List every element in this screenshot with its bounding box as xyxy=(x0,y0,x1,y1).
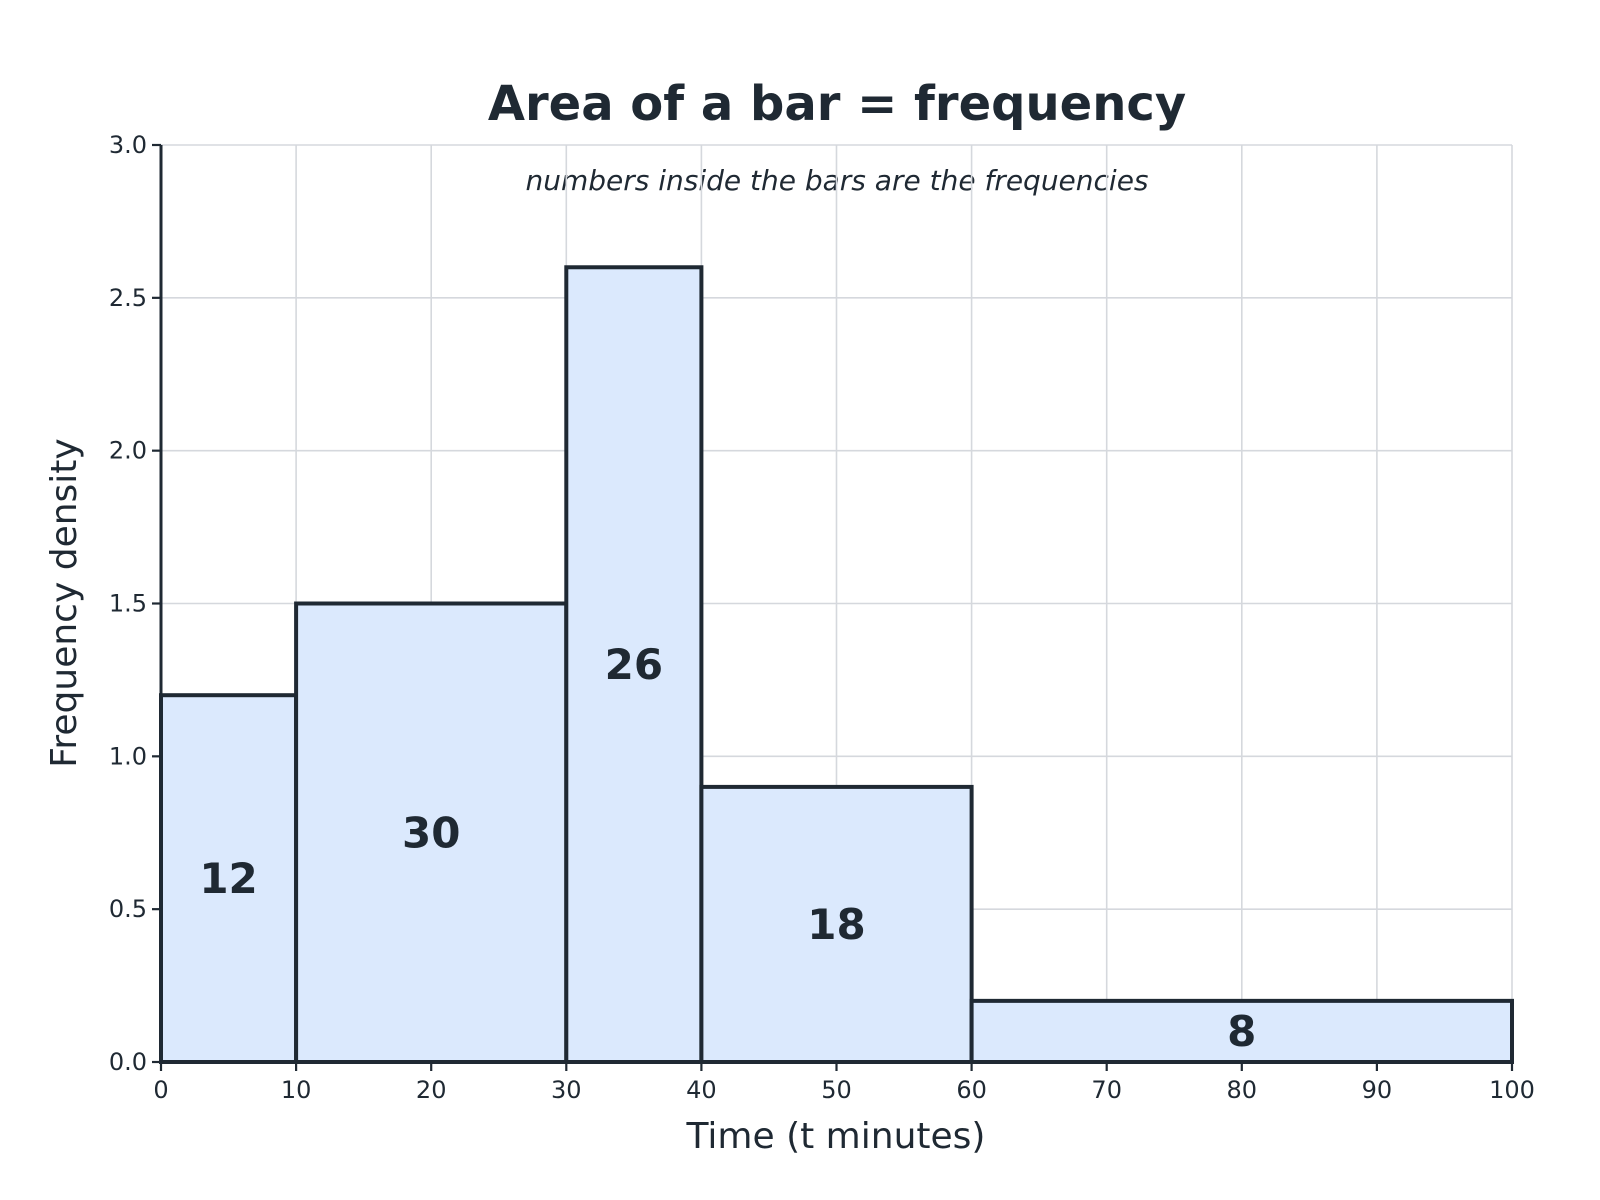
x-tick-label: 20 xyxy=(416,1076,447,1104)
histogram-bar xyxy=(294,601,569,1064)
x-tick-label: 90 xyxy=(1362,1076,1393,1104)
bar-frequency-label: 30 xyxy=(402,808,460,857)
x-tick-label: 0 xyxy=(153,1076,168,1104)
x-tick-label: 70 xyxy=(1091,1076,1122,1104)
histogram-bar xyxy=(564,265,704,1064)
grid xyxy=(160,144,1513,1063)
chart-title: Area of a bar = frequency xyxy=(488,76,1186,132)
x-tick-label: 10 xyxy=(281,1076,312,1104)
x-tick-label: 50 xyxy=(821,1076,852,1104)
y-tick-label: 3.0 xyxy=(109,131,147,159)
y-tick-label: 2.0 xyxy=(109,437,147,465)
y-tick-label: 1.0 xyxy=(109,742,147,770)
x-tick-label: 60 xyxy=(956,1076,987,1104)
x-tick-label: 80 xyxy=(1227,1076,1258,1104)
y-tick-label: 0.5 xyxy=(109,895,147,923)
x-tick-label: 30 xyxy=(551,1076,582,1104)
bars: 12 30 26 18 8 xyxy=(159,265,1514,1065)
x-tick-label: 100 xyxy=(1489,1076,1535,1104)
x-axis-title: Time (t minutes) xyxy=(686,1116,986,1157)
bar-frequency-label: 18 xyxy=(807,900,865,949)
ticks: 0 10 20 30 40 50 60 70 80 90 100 0.0 0.5 1.0 1.5 2.0 2.5… xyxy=(109,131,1535,1104)
histogram-bar xyxy=(969,998,1514,1064)
y-tick-label: 1.5 xyxy=(109,590,147,618)
y-axis-title: Frequency density xyxy=(44,438,85,767)
bar-frequency-label: 8 xyxy=(1227,1007,1256,1056)
bar-frequency-label: 12 xyxy=(199,854,257,903)
y-tick-label: 2.5 xyxy=(109,284,147,312)
y-tick-label: 0.0 xyxy=(109,1048,147,1076)
bar-frequency-label: 26 xyxy=(605,640,663,689)
histogram-bar xyxy=(699,784,974,1065)
x-tick-label: 40 xyxy=(686,1076,717,1104)
